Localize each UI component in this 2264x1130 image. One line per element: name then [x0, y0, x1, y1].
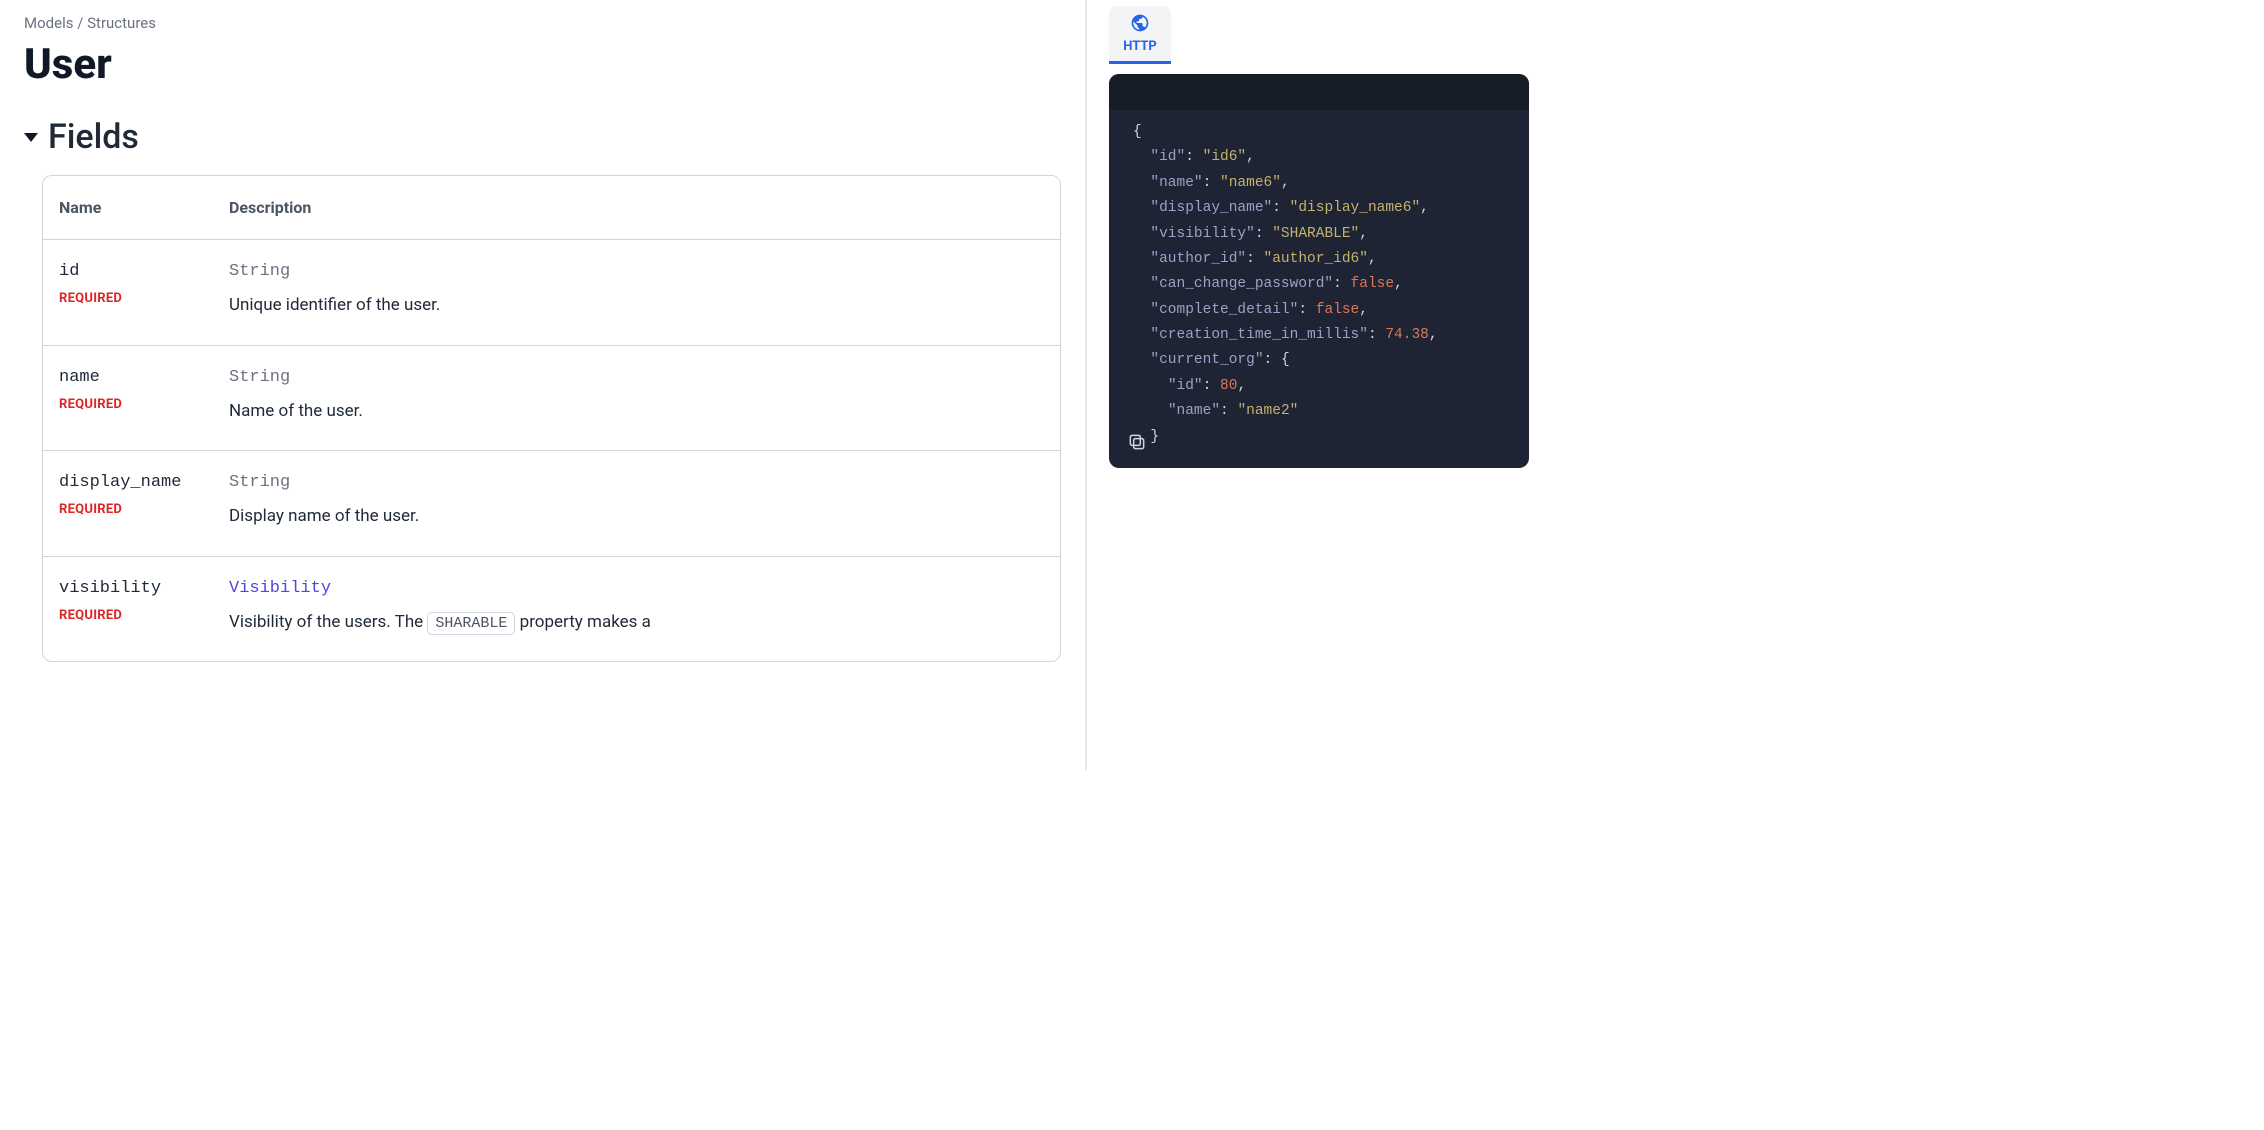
field-description: Unique identifier of the user. [229, 293, 1044, 319]
tab-http-label: HTTP [1123, 39, 1157, 54]
field-name: id [59, 262, 229, 281]
field-type: String [229, 368, 1044, 387]
fields-section-toggle[interactable]: Fields [24, 117, 1061, 157]
required-badge: REQUIRED [59, 608, 229, 623]
field-name: name [59, 368, 229, 387]
tab-http[interactable]: HTTP [1109, 6, 1171, 64]
doc-panel: Models / Structures User Fields Name Des… [0, 0, 1087, 770]
field-description: Name of the user. [229, 399, 1044, 425]
field-type: String [229, 262, 1044, 281]
table-row: visibility REQUIREDVisibility Visibility o… [43, 557, 1060, 662]
required-badge: REQUIRED [59, 291, 229, 306]
table-row: id REQUIREDString Unique identifier of the… [43, 240, 1060, 346]
table-row: display_name REQUIREDString Display name o… [43, 451, 1060, 557]
code-header [1109, 74, 1529, 110]
breadcrumb-sep: / [77, 14, 83, 32]
required-badge: REQUIRED [59, 502, 229, 517]
field-name: display_name [59, 473, 229, 492]
field-name: visibility [59, 579, 229, 598]
code-body: { "id": "id6", "name": "name6", "display… [1109, 110, 1529, 468]
caret-down-icon [24, 133, 38, 142]
col-header-name: Name [59, 198, 229, 217]
breadcrumb-models[interactable]: Models [24, 14, 73, 32]
inline-code: SHARABLE [427, 612, 515, 635]
copy-button[interactable] [1127, 432, 1149, 454]
page-title: User [24, 40, 1061, 89]
table-row: name REQUIREDString Name of the user. [43, 346, 1060, 452]
globe-icon [1130, 13, 1150, 33]
fields-table: Name Description idREQUIREDStringUnique … [42, 175, 1061, 662]
code-sample: { "id": "id6", "name": "name6", "display… [1109, 74, 1529, 468]
required-badge: REQUIRED [59, 397, 229, 412]
field-type[interactable]: Visibility [229, 579, 1044, 598]
breadcrumb: Models / Structures [24, 14, 1061, 32]
field-description: Display name of the user. [229, 504, 1044, 530]
field-description: Visibility of the users. The SHARABLE pr… [229, 610, 1044, 636]
section-title: Fields [48, 117, 139, 157]
fields-table-header: Name Description [43, 176, 1060, 240]
sample-panel: HTTP { "id": "id6", "name": "name6", "di… [1087, 0, 1547, 770]
col-header-desc: Description [229, 198, 1044, 217]
breadcrumb-structures[interactable]: Structures [87, 14, 156, 32]
field-type: String [229, 473, 1044, 492]
